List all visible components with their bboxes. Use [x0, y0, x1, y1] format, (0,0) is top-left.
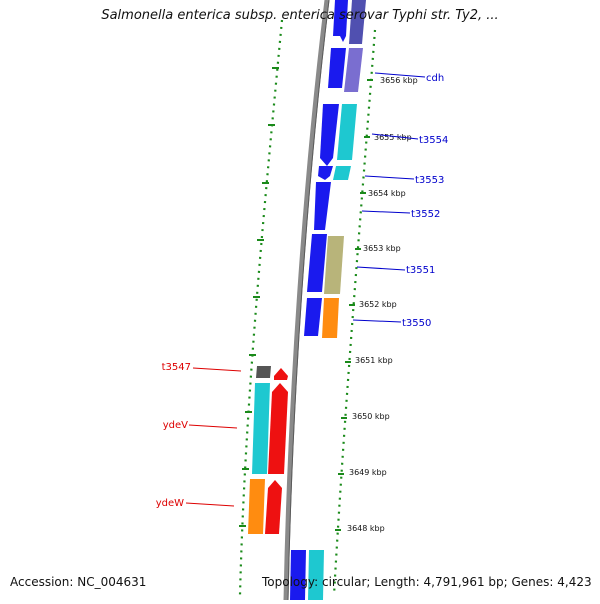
- gene-label-t3553: t3553: [415, 175, 444, 186]
- genome-summary: Topology: circular; Length: 4,791,961 bp…: [262, 575, 592, 589]
- tick-3650: 3650 kbp: [352, 412, 390, 421]
- gene-label-t3547: t3547: [162, 362, 191, 373]
- reverse-genes[interactable]: [248, 366, 288, 534]
- gene-ydeV-b: [268, 383, 288, 474]
- gene-label-ydeW: ydeW: [156, 498, 184, 509]
- length-text: Length: 4,791,961 bp;: [374, 575, 512, 589]
- kbp-tick-labels: 3656 kbp 3655 kbp 3654 kbp 3653 kbp 3652…: [347, 76, 418, 533]
- gene-labels-reverse[interactable]: t3547 ydeV ydeW: [156, 362, 191, 509]
- gene-forward-cdh-region: [328, 48, 346, 88]
- topology-text: Topology: circular;: [262, 575, 375, 589]
- gene-forward-4: [318, 166, 333, 180]
- ring-dash-marks: [239, 67, 279, 527]
- gene-ydeV-a: [252, 383, 270, 474]
- outer-ring-left: [238, 19, 284, 596]
- gene-forward-8: [308, 550, 324, 600]
- tick-3653: 3653 kbp: [363, 244, 401, 253]
- gene-t3552: [314, 182, 331, 230]
- gene-label-t3554: t3554: [419, 135, 448, 146]
- genes-count-text: Genes: 4,423: [511, 575, 592, 589]
- forward-genes[interactable]: [290, 0, 366, 600]
- accession-text: Accession: NC_004631: [10, 575, 147, 589]
- tick-3655: 3655 kbp: [374, 133, 412, 142]
- reverse-label-leaders: [185, 367, 242, 507]
- gene-forward-1: [333, 0, 348, 42]
- gene-forward-7: [290, 550, 306, 600]
- tick-3652: 3652 kbp: [359, 300, 397, 309]
- backbone-ring-shadow: [287, 0, 330, 601]
- gene-t3547-b: [274, 368, 288, 380]
- gene-label-t3551: t3551: [406, 265, 435, 276]
- backbone-ring: [283, 0, 330, 601]
- outer-ring-right: [332, 29, 377, 596]
- tick-3649: 3649 kbp: [349, 468, 387, 477]
- tick-3656: 3656 kbp: [380, 76, 418, 85]
- tick-3654: 3654 kbp: [368, 189, 406, 198]
- gene-forward-6: [304, 298, 322, 336]
- gene-ydeW-a: [248, 479, 265, 534]
- gene-t3547-a: [256, 366, 271, 378]
- gene-forward-3: [320, 104, 339, 166]
- genome-title: Salmonella enterica subsp. enterica sero…: [101, 8, 499, 23]
- forward-label-leaders: [352, 72, 426, 323]
- tick-3648: 3648 kbp: [347, 524, 385, 533]
- gene-t3553: [333, 166, 351, 180]
- kbp-tick-marks: [335, 79, 373, 531]
- gene-t3550: [322, 298, 339, 338]
- gene-label-t3552: t3552: [411, 209, 440, 220]
- gene-labels-forward[interactable]: cdh t3554 t3553 t3552 t3551 t3550: [402, 73, 448, 329]
- gene-forward-5: [307, 234, 327, 292]
- gene-ydeW-b: [265, 480, 282, 534]
- gene-t3554: [337, 104, 357, 160]
- gene-t3551: [324, 236, 344, 294]
- gene-label-t3550: t3550: [402, 318, 431, 329]
- gene-cdh: [344, 48, 363, 92]
- gene-label-cdh: cdh: [426, 73, 444, 84]
- gene-forward-2: [349, 0, 366, 44]
- gene-label-ydeV: ydeV: [163, 420, 188, 431]
- tick-3651: 3651 kbp: [355, 356, 393, 365]
